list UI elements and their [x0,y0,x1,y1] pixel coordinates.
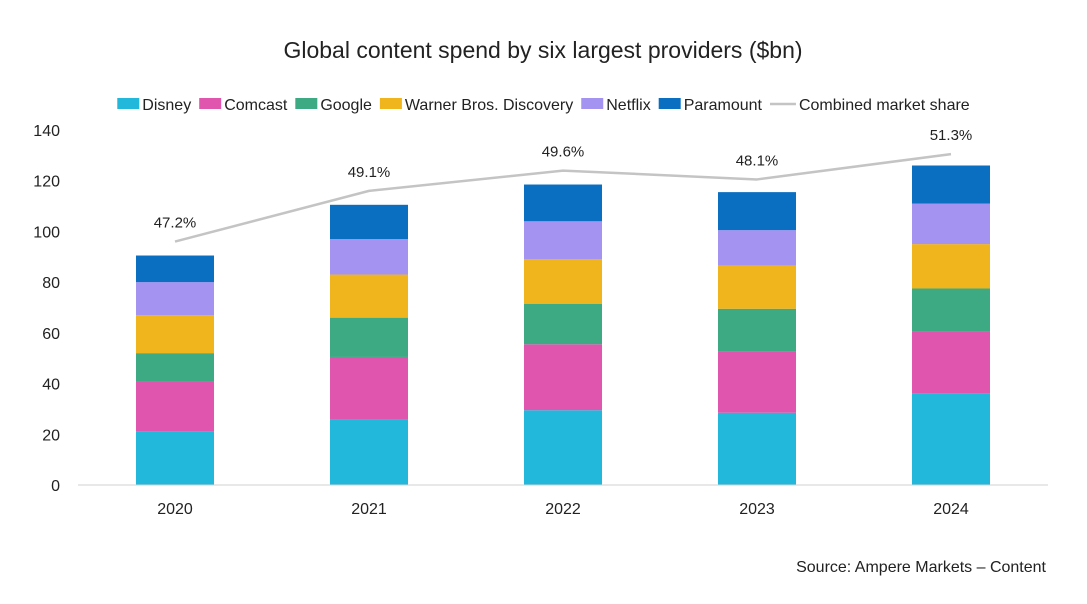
bar-paramount-2024 [912,165,990,204]
legend-swatch [117,98,140,109]
y-tick-label: 120 [33,174,60,191]
bar-comcast-2023 [718,351,796,413]
share-data-label: 49.6% [542,144,585,161]
bar-paramount-2023 [718,192,796,231]
bar-google-2020 [136,353,214,382]
share-data-label: 51.3% [930,127,973,144]
bar-paramount-2020 [136,255,214,283]
y-tick-label: 100 [33,224,60,241]
bar-disney-2022 [524,410,602,485]
bar-warner-bros-discovery-2021 [330,274,408,318]
legend-label: Paramount [684,97,763,114]
legend-label: Google [320,97,372,114]
bar-netflix-2024 [912,203,990,245]
x-tick-label: 2023 [739,501,775,518]
x-axis: 2020 2021 2022 2023 2024 [157,501,969,518]
bar-comcast-2022 [524,344,602,411]
y-axis: 0 20 40 60 80 100 120 140 [33,123,60,495]
bar-comcast-2021 [330,356,408,420]
bar-netflix-2020 [136,282,214,316]
bar-warner-bros-discovery-2022 [524,259,602,304]
legend-label: Disney [142,97,191,114]
bar-comcast-2020 [136,381,214,432]
bar-disney-2023 [718,412,796,485]
combined-share-polyline [174,152,952,243]
legend-label: Combined market share [799,97,970,114]
x-tick-label: 2020 [157,501,193,518]
chart-title: Global content spend by six largest prov… [283,37,802,63]
x-tick-label: 2024 [933,501,969,518]
legend-swatch [199,98,222,109]
legend-swatch [379,98,402,109]
legend-label: Netflix [606,97,650,114]
legend-label: Warner Bros. Discovery [405,97,573,114]
share-data-label: 48.1% [736,152,779,169]
y-tick-label: 80 [42,275,60,292]
share-data-label: 47.2% [154,215,197,232]
bar-paramount-2021 [330,204,408,240]
x-tick-label: 2021 [351,501,387,518]
bar-disney-2021 [330,419,408,485]
bar-google-2022 [524,303,602,345]
bar-disney-2024 [912,393,990,485]
bar-google-2024 [912,288,990,332]
bar-disney-2020 [136,431,214,485]
bar-netflix-2021 [330,239,408,275]
bar-google-2023 [718,308,796,352]
combined-share-line: 47.2% 49.1% 49.6% 48.1% 51.3% [154,127,973,243]
legend-swatch [295,98,318,109]
legend-swatch [581,98,604,109]
bar-warner-bros-discovery-2024 [912,244,990,289]
y-tick-label: 40 [42,377,60,394]
y-tick-label: 20 [42,427,60,444]
bar-paramount-2022 [524,184,602,222]
source-note: Source: Ampere Markets – Content [796,559,1046,576]
legend-swatch [658,98,681,109]
bar-netflix-2023 [718,230,796,266]
bar-comcast-2024 [912,331,990,394]
bar-warner-bros-discovery-2020 [136,315,214,354]
y-tick-label: 60 [42,326,60,343]
bar-warner-bros-discovery-2023 [718,265,796,309]
y-tick-label: 140 [33,123,60,140]
bars [136,165,990,485]
legend: Disney Comcast Google Warner Bros. Discover… [117,97,970,114]
x-tick-label: 2022 [545,501,581,518]
y-tick-label: 0 [51,478,60,495]
bar-netflix-2022 [524,221,602,260]
legend-label: Comcast [224,97,288,114]
bar-google-2021 [330,317,408,357]
share-data-label: 49.1% [348,164,391,181]
